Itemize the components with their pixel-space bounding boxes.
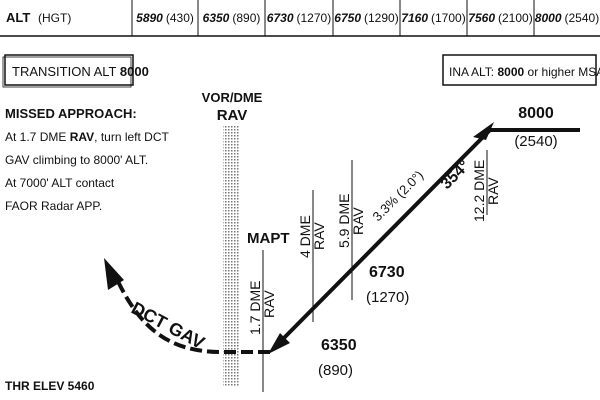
column-hgt: (2540) [565, 11, 600, 25]
ina-suffix: or higher MSA [528, 65, 600, 79]
navaid-ident: RAV [217, 107, 248, 124]
height: (1270) [366, 289, 409, 306]
fix-ident: RAV [350, 207, 366, 235]
column-hgt: (1290) [364, 11, 399, 25]
navaid-column [223, 125, 240, 387]
fix-dme: 5.9 DME [336, 194, 352, 248]
column-hgt: (430) [166, 11, 194, 25]
column-alt: 7160 [401, 11, 428, 25]
altitude-header: ALT (HGT) 5890 (430) 6350 (890) 6730 (1270) 67… [0, 0, 600, 37]
hgt-label: (HGT) [38, 11, 71, 25]
column-hgt: (890) [232, 11, 260, 25]
height: (890) [318, 362, 353, 379]
fix-dme: 12.2 DME [471, 160, 487, 222]
transition-label: TRANSITION ALT [12, 64, 117, 79]
entry-hgt: (2540) [514, 133, 557, 150]
entry-alt: 8000 [518, 105, 554, 122]
missed-line: At 1.7 DME RAV, turn left DCT [5, 130, 170, 144]
fix-dme: 1.7 DME [247, 281, 263, 335]
missed-line: At 7000' ALT contact [5, 176, 115, 190]
transition-value: 8000 [120, 64, 149, 79]
header-cell: 6730 (1270) [267, 11, 331, 25]
arrowhead [104, 258, 124, 290]
fix-ident: RAV [311, 222, 327, 250]
transition-box-shadow [2, 56, 132, 88]
ina-label: INA ALT: [449, 65, 494, 79]
missed-path [113, 274, 270, 354]
column-alt: 6350 [203, 11, 230, 25]
altitude: 6730 [369, 264, 405, 281]
transition-text: TRANSITION ALT 8000 [12, 64, 149, 79]
header-cell: 8000 (2540) [535, 11, 599, 25]
fix-ident: RAV [485, 177, 501, 205]
header-cell: 7560 (2100) [468, 11, 532, 25]
fix-dme: 4 DME [297, 215, 313, 258]
ina-box [442, 54, 597, 86]
column-hgt: (2100) [498, 11, 533, 25]
navaid-type: VOR/DME [202, 90, 263, 105]
column-alt: 5890 [136, 11, 163, 25]
column-alt: 6730 [267, 11, 294, 25]
transition-box [4, 54, 134, 86]
column-hgt: (1700) [431, 11, 466, 25]
fix-ident: RAV [261, 290, 277, 318]
column-alt: 6750 [334, 11, 361, 25]
header-cell: 5890 (430) [136, 11, 194, 25]
threshold: THR ELEV 5460 [5, 379, 95, 393]
ina-text: INA ALT: 8000 or higher MSA [449, 65, 600, 79]
ina-value: 8000 [497, 65, 524, 79]
missed-line: FAOR Radar APP. [5, 199, 102, 213]
altitude: 6350 [321, 337, 357, 354]
missed-title: MISSED APPROACH: [5, 106, 137, 121]
arrowhead [268, 333, 290, 354]
header-cell: 6350 (890) [203, 11, 261, 25]
missed-ident: RAV [70, 130, 94, 144]
missed-line: GAV climbing to 8000' ALT. [5, 153, 148, 167]
missed-post: , turn left DCT [94, 130, 169, 144]
header-cell: 7160 (1700) [401, 11, 465, 25]
missed-pre: At 1.7 DME [5, 130, 66, 144]
arrowhead [473, 122, 494, 140]
alt-label: ALT [6, 10, 30, 25]
column-alt: 8000 [535, 11, 562, 25]
header-cell: 6750 (1290) [334, 11, 398, 25]
column-alt: 7560 [468, 11, 495, 25]
mapt: MAPT [247, 230, 290, 247]
column-hgt: (1270) [297, 11, 332, 25]
